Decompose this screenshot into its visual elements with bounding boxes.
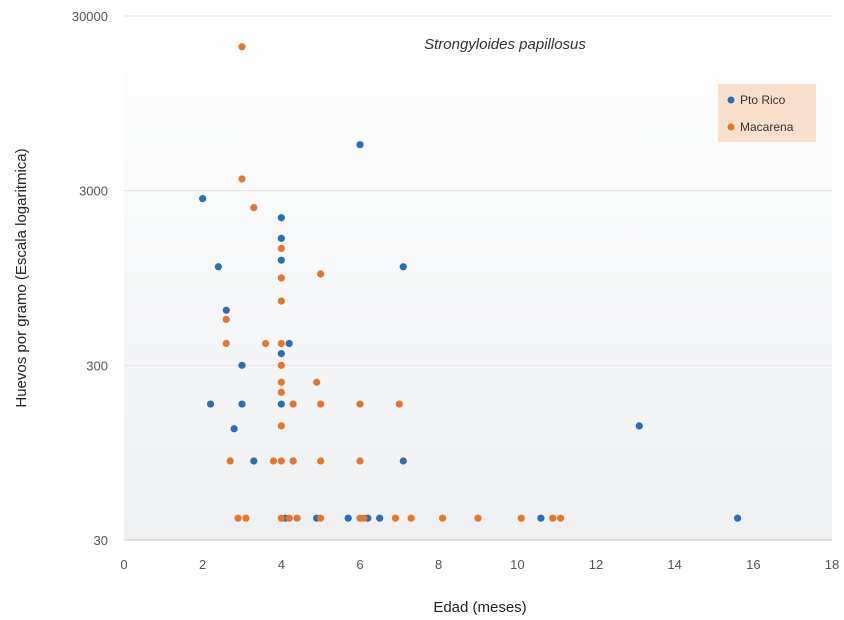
data-point-macarena [262,339,270,348]
y-axis-ticks: 30 300 3000 30000 [72,9,108,548]
data-point-macarena [277,457,285,465]
data-point-pto-rico [277,214,285,222]
x-tick-label: 4 [278,557,285,572]
data-point-macarena [293,514,301,522]
data-point-macarena [269,457,278,465]
data-point-macarena [317,514,325,522]
y-tick-label: 30000 [72,9,108,24]
data-point-macarena [391,514,399,522]
data-point-macarena [474,514,482,522]
data-point-macarena [277,514,285,522]
legend-box [718,84,816,142]
legend: Pto Rico Macarena [718,84,816,142]
data-point-pto-rico [214,263,222,271]
data-point-macarena [317,457,325,465]
data-point-macarena [317,400,325,408]
data-point-pto-rico [277,400,285,408]
x-tick-label: 12 [589,557,603,572]
x-tick-label: 8 [435,557,442,572]
data-point-macarena [226,457,234,465]
y-tick-label: 3000 [79,184,108,199]
data-point-macarena [317,270,325,278]
x-tick-label: 14 [667,557,681,572]
data-point-macarena [313,378,321,386]
x-tick-label: 18 [825,557,839,572]
data-point-macarena [356,400,364,408]
data-point-pto-rico [537,514,545,522]
data-point-pto-rico [399,457,407,465]
data-point-macarena [395,400,403,408]
data-point-macarena [557,514,565,522]
x-tick-label: 16 [746,557,760,572]
data-point-macarena [277,422,285,430]
legend-marker-macarena [727,123,735,131]
x-axis-title: Edad (meses) [433,599,526,616]
data-point-pto-rico [277,350,285,358]
data-point-macarena [277,244,285,253]
data-point-macarena [250,203,258,212]
y-axis-title: Huevos por gramo (Escala logaritmica) [13,148,30,407]
data-point-macarena [289,457,297,465]
data-point-macarena [277,361,285,369]
data-point-macarena [277,274,285,282]
data-point-macarena [222,315,230,323]
x-tick-label: 2 [199,557,206,572]
data-point-macarena [360,514,368,522]
data-point-pto-rico [734,514,742,522]
y-tick-label: 30 [94,533,108,548]
y-tick-label: 300 [86,358,108,373]
data-point-pto-rico [230,425,238,433]
data-point-pto-rico [206,400,215,408]
data-point-pto-rico [344,514,352,522]
data-point-pto-rico [635,422,643,430]
legend-marker-pto-rico [727,96,735,104]
data-point-pto-rico [399,263,407,271]
x-tick-label: 6 [356,557,363,572]
data-point-pto-rico [199,195,207,203]
data-point-macarena [238,175,246,183]
data-point-pto-rico [285,339,293,348]
data-point-pto-rico [277,256,285,264]
data-point-pto-rico [277,234,285,242]
data-point-macarena [277,339,285,348]
data-point-macarena [238,43,246,51]
data-point-macarena [356,457,364,465]
data-point-macarena [277,388,285,396]
data-point-macarena [517,514,525,522]
data-point-macarena [234,514,242,522]
x-axis-ticks: 0 2 4 6 8 10 12 14 16 18 [120,557,839,572]
data-point-pto-rico [238,400,246,408]
data-point-macarena [222,339,230,348]
legend-label-macarena: Macarena [740,120,794,134]
x-tick-label: 10 [510,557,524,572]
data-point-pto-rico [222,306,230,314]
data-points [199,43,742,522]
legend-label-pto-rico: Pto Rico [740,93,786,107]
data-point-macarena [285,514,293,522]
x-tick-label: 0 [120,557,127,572]
chart-title: Strongyloides papillosus [424,36,586,53]
data-point-macarena [277,378,285,386]
data-point-pto-rico [356,141,364,149]
data-point-macarena [277,297,285,305]
data-point-pto-rico [376,514,384,522]
plot-area [124,16,832,540]
data-point-macarena [242,514,250,522]
data-point-macarena [407,514,415,522]
data-point-pto-rico [250,457,258,465]
data-point-pto-rico [238,361,246,369]
data-point-macarena [439,514,447,522]
data-point-macarena [289,400,297,408]
data-point-macarena [549,514,557,522]
